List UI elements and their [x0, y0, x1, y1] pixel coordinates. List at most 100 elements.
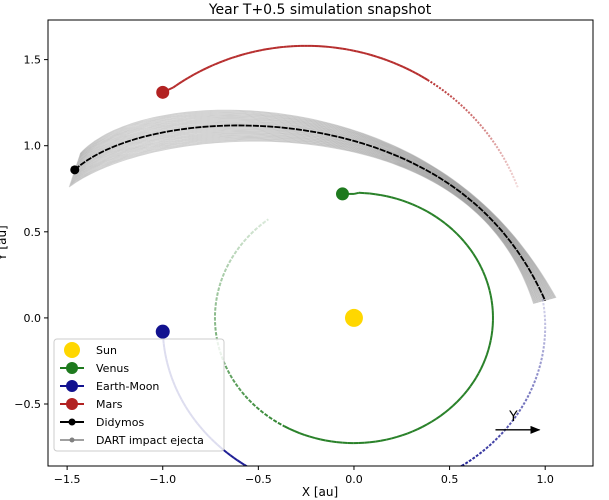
- mars-orbit-segment: [465, 108, 469, 113]
- legend-marker: [66, 380, 78, 392]
- earth-orbit-segment: [384, 492, 388, 493]
- venus-orbit-segment: [293, 430, 300, 434]
- venus-orbit-segment: [396, 434, 403, 438]
- mars-orbit-segment: [235, 54, 240, 58]
- earth-orbit-segment: [536, 370, 540, 376]
- venus-orbit-segment: [469, 381, 475, 387]
- venus-orbit-segment: [298, 432, 305, 436]
- earth-orbit-segment: [492, 438, 497, 444]
- venus-orbit-segment: [233, 380, 238, 386]
- mars-orbit-segment: [193, 72, 198, 76]
- venus-orbit-segment: [466, 244, 472, 251]
- earth-orbit-segment: [402, 489, 406, 490]
- venus-orbit-segment: [237, 243, 243, 250]
- mars-orbit-segment: [514, 181, 518, 186]
- venus-orbit-segment: [485, 349, 490, 356]
- mars-orbit-segment: [457, 101, 462, 106]
- mars-orbit-segment: [225, 58, 230, 62]
- earth-orbit-segment: [542, 344, 546, 349]
- earth-orbit-segment: [526, 393, 531, 398]
- mars-orbit-segment: [208, 64, 213, 68]
- ejecta-trail: [76, 120, 550, 301]
- mars-orbit-segment: [489, 137, 494, 142]
- mars-orbit-segment: [184, 77, 189, 81]
- mars-orbit-segment: [479, 123, 483, 128]
- mars-orbit-segment: [356, 50, 361, 54]
- ejecta-trail: [72, 131, 541, 303]
- mars-orbit-segment: [424, 77, 429, 81]
- y-axis-label: Y [au]: [0, 225, 9, 261]
- mars-orbit-segment: [481, 126, 486, 131]
- legend-item-mars: Mars: [60, 398, 123, 411]
- earth-orbit-segment: [482, 447, 488, 452]
- x-tick-label: 0.0: [345, 473, 363, 486]
- ejecta-trail: [77, 115, 553, 300]
- mars-orbit-segment: [369, 53, 374, 57]
- mars-orbit-segment: [175, 82, 180, 87]
- mars-orbit-segment: [513, 178, 517, 183]
- y-tick-label: 0.0: [24, 312, 42, 325]
- legend-item-didymos: Didymos: [60, 416, 144, 429]
- venus-orbit-segment: [331, 440, 337, 444]
- venus-orbit-segment: [220, 274, 225, 281]
- mars-orbit-segment: [202, 67, 207, 71]
- earth-orbit-segment: [534, 374, 539, 380]
- venus-orbit-segment: [416, 426, 423, 431]
- mars-orbit-segment: [187, 75, 192, 79]
- chart-title: Year T+0.5 simulation snapshot: [208, 2, 432, 18]
- earth-orbit-segment: [389, 492, 393, 493]
- ejecta-trail: [70, 135, 539, 303]
- earth-orbit-segment: [513, 413, 518, 419]
- venus-orbit-segment: [475, 257, 480, 263]
- legend-marker: [69, 437, 75, 443]
- mars-orbit-segment: [472, 116, 477, 120]
- venus-orbit-segment: [279, 422, 285, 428]
- mars-orbit-segment: [502, 157, 507, 162]
- venus-orbit-segment: [448, 405, 454, 411]
- venus-orbit-segment: [247, 232, 253, 238]
- plot-frame: [47, 19, 594, 467]
- mars-orbit-segment: [205, 65, 210, 70]
- venus-orbit-segment: [435, 216, 442, 221]
- earth-orbit-segment: [538, 363, 542, 368]
- earth-orbit-segment: [248, 467, 252, 469]
- venus-orbit-segment: [320, 438, 326, 442]
- mars-orbit-segment: [383, 58, 388, 62]
- mars-orbit-segment: [411, 70, 416, 74]
- mars-orbit-segment: [258, 48, 263, 52]
- earth-orbit-segment: [410, 487, 414, 488]
- earth-orbit-segment: [398, 490, 402, 491]
- ejecta-trail: [70, 137, 537, 304]
- x-axis-ticks: −1.5 −1.0 −0.5 0.0 0.5 1.0: [54, 466, 554, 486]
- mars-orbit-segment: [441, 88, 446, 93]
- earth-orbit-segment: [533, 378, 537, 383]
- venus-orbit-segment: [225, 367, 230, 373]
- venus-orbit-segment: [484, 354, 488, 360]
- venus-orbit-segment: [431, 213, 437, 218]
- mars-orbit-segment: [248, 51, 253, 54]
- legend-marker: [66, 398, 78, 410]
- earth-orbit-segment: [520, 403, 525, 409]
- mars-orbit-segment: [452, 97, 457, 101]
- earth-orbit-segment: [511, 417, 516, 422]
- venus-orbit-segment: [444, 408, 450, 414]
- mars-orbit-segment: [429, 80, 434, 85]
- mars-orbit-segment: [245, 51, 250, 55]
- earth-orbit-segment: [271, 479, 275, 481]
- mars-orbit-segment: [485, 131, 490, 136]
- venus-orbit-segment: [288, 427, 295, 432]
- venus-orbit-segment: [452, 229, 458, 235]
- legend-marker: [66, 362, 78, 374]
- mars-orbit-segment: [196, 70, 201, 74]
- earth-orbit-segment: [518, 407, 523, 412]
- ejecta-trail: [72, 129, 543, 302]
- mars-orbit-segment: [353, 49, 357, 53]
- earth-orbit-segment: [223, 449, 228, 454]
- mars-orbit-segment: [449, 95, 454, 99]
- mars-orbit-segment: [516, 185, 520, 189]
- venus-orbit-segment: [215, 333, 218, 340]
- venus-orbit-segment: [488, 290, 492, 296]
- mars-marker: [156, 85, 170, 99]
- mars-orbit-segment: [359, 51, 364, 54]
